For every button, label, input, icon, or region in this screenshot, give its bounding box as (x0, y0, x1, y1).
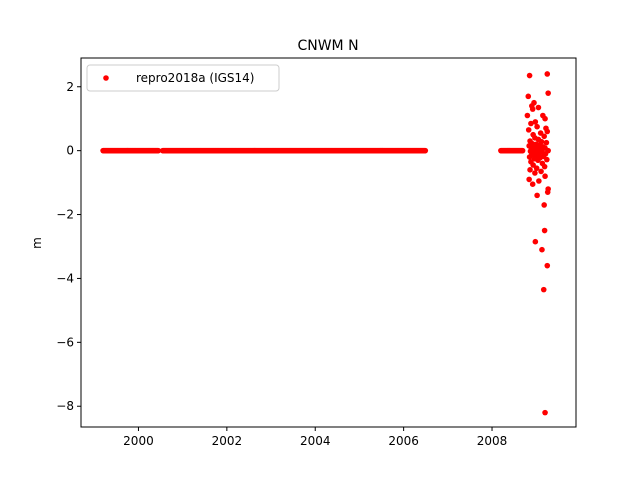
data-point (532, 170, 538, 176)
x-tick-label: 2000 (123, 434, 154, 448)
legend-entry-label: repro2018a (IGS14) (136, 71, 254, 85)
data-point (542, 173, 548, 180)
legend-marker (103, 75, 109, 81)
x-tick-label: 2002 (212, 434, 243, 448)
data-point (532, 238, 539, 245)
data-point (534, 192, 540, 199)
data-point (422, 147, 429, 154)
data-point (527, 167, 533, 173)
data-point (533, 165, 540, 172)
data-point (535, 104, 542, 111)
data-point (528, 120, 534, 127)
data-point (534, 123, 540, 130)
data-point (540, 286, 547, 293)
data-point (538, 168, 544, 175)
chart-title: CNWM N (297, 38, 358, 54)
data-point (543, 139, 550, 146)
data-point (526, 72, 533, 79)
x-tick-label: 2006 (388, 434, 419, 448)
data-point (544, 71, 551, 77)
data-point (541, 133, 547, 140)
y-tick-label: 2 (66, 80, 74, 94)
data-point (525, 127, 532, 133)
data-point (539, 246, 545, 253)
y-tick-label: −6 (56, 335, 74, 349)
data-point (544, 128, 551, 135)
data-point (526, 176, 532, 183)
data-point (529, 106, 536, 112)
data-point (542, 115, 548, 122)
plot-frame (80, 57, 577, 428)
x-tick-label: 2004 (300, 434, 331, 448)
data-point (532, 119, 539, 125)
legend: repro2018a (IGS14) (86, 64, 280, 92)
y-tick-label: −4 (56, 271, 74, 285)
y-tick-label: −8 (56, 399, 74, 413)
data-point (542, 409, 548, 416)
data-point (541, 227, 548, 234)
data-point (524, 112, 531, 119)
data-point (529, 181, 536, 187)
data-point (155, 147, 162, 154)
legend-box (86, 64, 280, 92)
x-tick-label: 2008 (477, 434, 508, 448)
plot-area: 2000 2002 2004 2006 2008 2 0 −2 −4 −6 −8 (56, 57, 577, 448)
data-point (541, 163, 548, 170)
data-point (544, 156, 550, 163)
data-point (544, 262, 551, 269)
y-axis-label: m (30, 237, 44, 249)
data-point (526, 154, 533, 160)
y-tick-label: −2 (56, 208, 74, 222)
data-point (519, 147, 526, 154)
data-point (545, 90, 551, 96)
data-point (544, 189, 551, 195)
y-tick-label: 0 (66, 144, 74, 158)
data-point (541, 202, 547, 208)
data-point (536, 178, 542, 184)
data-point (525, 93, 532, 100)
data-point (535, 157, 541, 164)
